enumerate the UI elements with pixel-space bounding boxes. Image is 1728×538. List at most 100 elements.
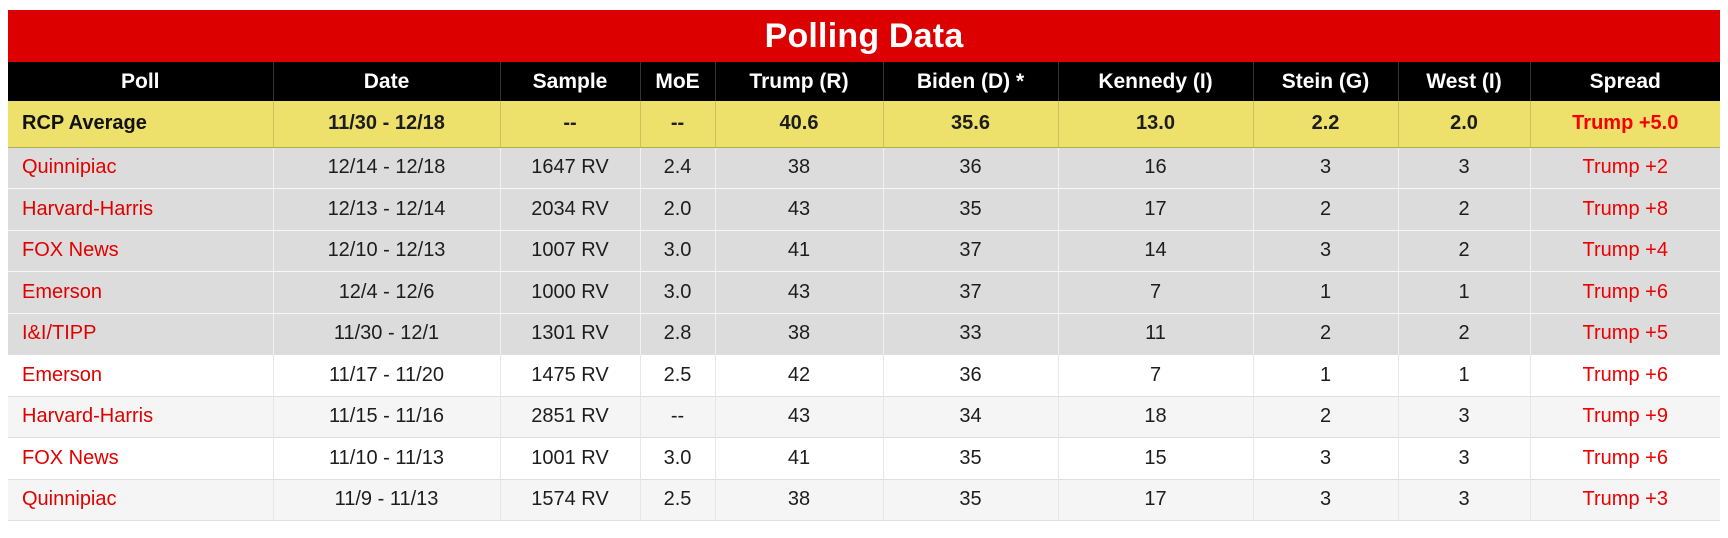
poll-row-kennedy-cell: 16 [1057,146,1253,189]
poll-row-moe-cell: 2.4 [639,146,715,189]
poll-row-poll-cell[interactable]: Emerson [8,271,273,313]
poll-row-kennedy-cell: 7 [1057,354,1253,396]
poll-row: I&I/TIPP 11/30 - 12/1 1301 RV 2.8 38 33 11 2 2 Tr… [8,312,1720,355]
poll-row-kennedy-cell: 18 [1057,395,1253,438]
poll-row-spread-cell: Trump +6 [1529,354,1720,396]
poll-row: Harvard-Harris 12/13 - 12/14 2034 RV 2.0 43 3… [8,188,1720,230]
poll-row-spread-cell: Trump +5 [1529,312,1720,355]
poll-row-stein-cell: 3 [1252,229,1398,272]
column-header-poll: Poll [8,62,273,101]
poll-row: Quinnipiac 12/14 - 12/18 1647 RV 2.4 38 36 16 3… [8,146,1720,189]
rcp-average-row-spread-cell: Trump +5.0 [1529,101,1720,148]
poll-row-stein-cell: 3 [1252,437,1398,479]
poll-row-poll-cell[interactable]: Emerson [8,354,273,396]
column-header-stein: Stein (G) [1252,62,1398,101]
poll-row-poll-cell[interactable]: Harvard-Harris [8,395,273,438]
poll-row-poll-cell[interactable]: Quinnipiac [8,478,273,521]
poll-row-moe-cell: 3.0 [639,271,715,313]
poll-row-west-cell: 1 [1397,271,1530,313]
poll-row-biden-cell: 35 [882,188,1058,230]
poll-row-date-cell: 11/9 - 11/13 [272,478,500,521]
poll-row-stein-cell: 2 [1252,395,1398,438]
poll-row-sample-cell: 2034 RV [499,188,640,230]
poll-row-spread-cell: Trump +6 [1529,271,1720,313]
poll-row: Emerson 12/4 - 12/6 1000 RV 3.0 43 37 7 1 1 Trump… [8,271,1720,313]
column-header-trump: Trump (R) [714,62,883,101]
column-header-moe: MoE [639,62,715,101]
poll-row-biden-cell: 37 [882,229,1058,272]
poll-row-stein-cell: 1 [1252,271,1398,313]
poll-row-trump-cell: 43 [714,271,883,313]
poll-row-date-cell: 12/4 - 12/6 [272,271,500,313]
poll-row-poll-cell[interactable]: FOX News [8,437,273,479]
rcp-average-row-date-cell: 11/30 - 12/18 [272,101,500,148]
poll-row-kennedy-cell: 17 [1057,188,1253,230]
poll-row-sample-cell: 1001 RV [499,437,640,479]
poll-row-sample-cell: 1007 RV [499,229,640,272]
poll-row-west-cell: 3 [1397,395,1530,438]
poll-row-date-cell: 11/15 - 11/16 [272,395,500,438]
rcp-average-row-west-cell: 2.0 [1397,101,1530,148]
poll-row-sample-cell: 2851 RV [499,395,640,438]
poll-row-sample-cell: 1647 RV [499,146,640,189]
poll-row-date-cell: 11/30 - 12/1 [272,312,500,355]
poll-row-poll-cell[interactable]: Harvard-Harris [8,188,273,230]
poll-row-moe-cell: 3.0 [639,229,715,272]
poll-row-spread-cell: Trump +9 [1529,395,1720,438]
poll-row-kennedy-cell: 14 [1057,229,1253,272]
rcp-average-row-biden-cell: 35.6 [882,101,1058,148]
poll-row-west-cell: 3 [1397,478,1530,521]
poll-row-kennedy-cell: 11 [1057,312,1253,355]
column-header-sample: Sample [499,62,640,101]
poll-row-west-cell: 2 [1397,312,1530,355]
poll-row-biden-cell: 33 [882,312,1058,355]
poll-row-sample-cell: 1000 RV [499,271,640,313]
poll-row-kennedy-cell: 15 [1057,437,1253,479]
poll-row-date-cell: 12/10 - 12/13 [272,229,500,272]
poll-row-stein-cell: 3 [1252,146,1398,189]
poll-row-biden-cell: 36 [882,354,1058,396]
rcp-average-row-trump-cell: 40.6 [714,101,883,148]
poll-row-biden-cell: 34 [882,395,1058,438]
poll-row-west-cell: 3 [1397,146,1530,189]
poll-row-west-cell: 2 [1397,229,1530,272]
column-header-biden: Biden (D) * [882,62,1058,101]
poll-row-west-cell: 2 [1397,188,1530,230]
rcp-average-row-sample-cell: -- [499,101,640,148]
poll-row: Quinnipiac 11/9 - 11/13 1574 RV 2.5 38 35 17 3 3… [8,478,1720,521]
poll-row-spread-cell: Trump +8 [1529,188,1720,230]
polling-data-table: Poll Date Sample MoE Trump (R) Biden (D) * Ken… [8,62,1720,521]
poll-row-kennedy-cell: 17 [1057,478,1253,521]
poll-row-poll-cell[interactable]: I&I/TIPP [8,312,273,355]
poll-row-stein-cell: 2 [1252,188,1398,230]
poll-row-date-cell: 12/14 - 12/18 [272,146,500,189]
poll-row-trump-cell: 38 [714,312,883,355]
poll-row-date-cell: 12/13 - 12/14 [272,188,500,230]
poll-row: Harvard-Harris 11/15 - 11/16 2851 RV -- 43 34… [8,395,1720,438]
poll-row-spread-cell: Trump +2 [1529,146,1720,189]
poll-row-biden-cell: 35 [882,437,1058,479]
poll-row-poll-cell[interactable]: FOX News [8,229,273,272]
poll-row-moe-cell: 2.0 [639,188,715,230]
table-title: Polling Data [8,10,1720,62]
poll-row-trump-cell: 38 [714,146,883,189]
poll-row-stein-cell: 3 [1252,478,1398,521]
rcp-average-row-stein-cell: 2.2 [1252,101,1398,148]
polling-table: Polling Data Poll Date Sample MoE Trump (R) B… [8,10,1720,521]
poll-row-west-cell: 3 [1397,437,1530,479]
poll-row-trump-cell: 41 [714,229,883,272]
poll-row-moe-cell: 2.8 [639,312,715,355]
poll-row-trump-cell: 41 [714,437,883,479]
poll-row-poll-cell[interactable]: Quinnipiac [8,146,273,189]
rcp-average-row-poll-cell: RCP Average [8,101,273,148]
poll-row-trump-cell: 42 [714,354,883,396]
column-header-date: Date [272,62,500,101]
poll-row-kennedy-cell: 7 [1057,271,1253,313]
poll-row-moe-cell: -- [639,395,715,438]
column-header-west: West (I) [1397,62,1530,101]
poll-row-spread-cell: Trump +4 [1529,229,1720,272]
poll-row-stein-cell: 2 [1252,312,1398,355]
poll-row-moe-cell: 3.0 [639,437,715,479]
column-header-spread: Spread [1529,62,1720,101]
rcp-average-row-kennedy-cell: 13.0 [1057,101,1253,148]
